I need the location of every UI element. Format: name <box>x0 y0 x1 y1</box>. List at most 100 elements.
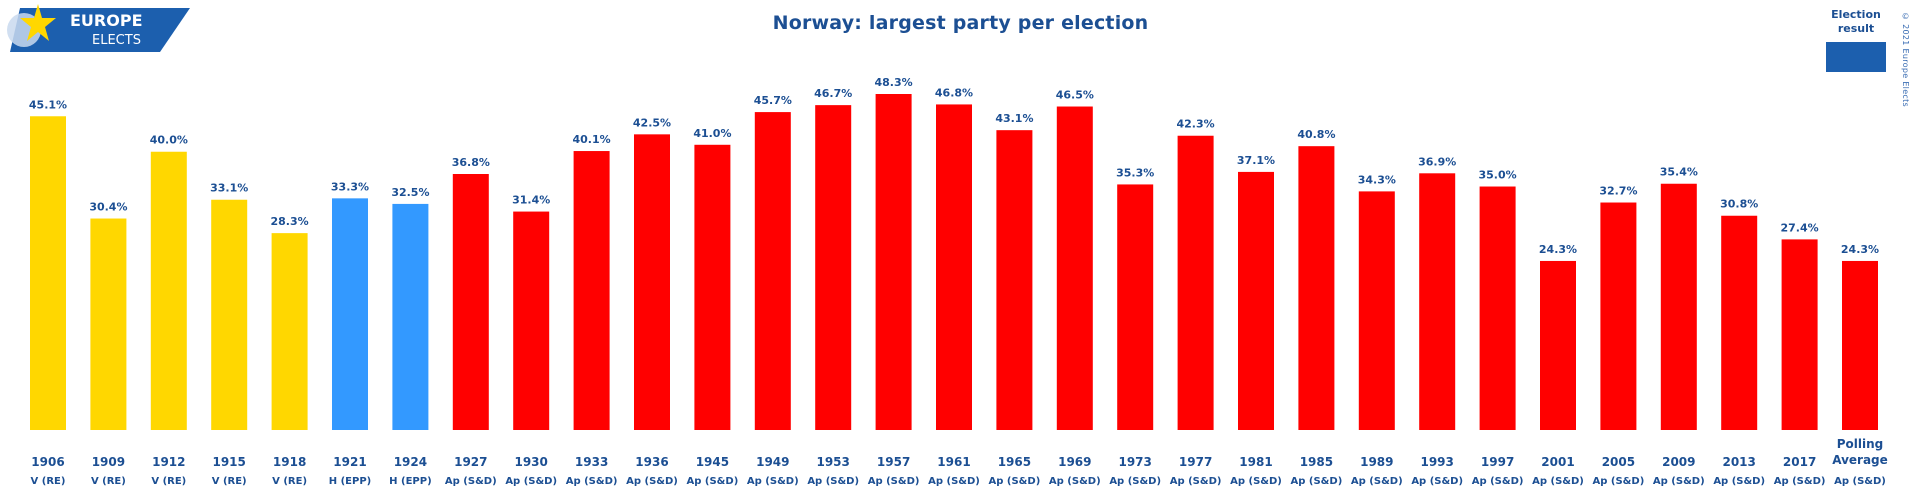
x-tick-label: 1949 <box>756 455 789 469</box>
legend-label: Election result <box>1831 8 1881 35</box>
x-tick-label: 1973 <box>1118 455 1151 469</box>
logo-text-europe: EUROPE <box>70 11 143 30</box>
x-tick-label: 1912 <box>152 455 185 469</box>
legend-swatch <box>1826 42 1886 72</box>
x-party-label: Ap (S&D) <box>445 476 497 487</box>
x-party-label: Ap (S&D) <box>1230 476 1282 487</box>
x-party-label: Ap (S&D) <box>1532 476 1584 487</box>
data-label: 48.3% <box>875 76 913 89</box>
x-tick-label: 1993 <box>1420 455 1453 469</box>
x-party-label: Ap (S&D) <box>1774 476 1826 487</box>
bar-1981 <box>1238 171 1274 431</box>
data-label: 32.5% <box>391 186 429 199</box>
data-label: 46.8% <box>935 86 973 99</box>
data-label: 35.3% <box>1116 166 1154 179</box>
x-party-label: Ap (S&D) <box>505 476 557 487</box>
data-label: 24.3% <box>1539 243 1577 256</box>
x-tick-label: 1927 <box>454 455 487 469</box>
europe-elects-logo: EUROPE ELECTS <box>7 4 190 52</box>
data-label: 46.7% <box>814 87 852 100</box>
bar-1969 <box>1056 106 1093 431</box>
logo-text-elects: ELECTS <box>92 33 141 48</box>
x-party-label: Ap (S&D) <box>1411 476 1463 487</box>
bar-polling-average <box>1842 260 1878 430</box>
data-label: 27.4% <box>1781 221 1819 234</box>
data-label: 33.1% <box>210 182 248 195</box>
x-tick-label: 1906 <box>31 455 64 469</box>
data-label: 37.1% <box>1237 154 1275 167</box>
data-label: 33.3% <box>331 180 369 193</box>
data-label: 32.7% <box>1599 185 1637 198</box>
x-tick-label: 2017 <box>1783 455 1816 469</box>
bar-1915 <box>211 199 248 430</box>
data-label: 30.8% <box>1720 198 1758 211</box>
x-party-label: Ap (S&D) <box>1472 476 1524 487</box>
x-party-label: Ap (S&D) <box>1351 476 1403 487</box>
x-party-label: Ap (S&D) <box>1593 476 1645 487</box>
data-label: 40.8% <box>1297 128 1335 141</box>
x-party-label: Ap (S&D) <box>687 476 739 487</box>
x-party-label: Ap (S&D) <box>566 476 618 487</box>
copyright-notice: © 2021 Europe Elects <box>1901 12 1910 108</box>
bar-1977 <box>1177 135 1214 430</box>
x-party-label: Ap (S&D) <box>1713 476 1765 487</box>
x-tick-label: 2005 <box>1602 455 1635 469</box>
x-party-label: Ap (S&D) <box>807 476 859 487</box>
x-tick-label: 1957 <box>877 455 910 469</box>
x-tick-label: 1945 <box>696 455 729 469</box>
x-tick-label: 1930 <box>514 455 547 469</box>
bar-2013 <box>1721 215 1758 430</box>
bar-1921 <box>332 198 368 430</box>
x-tick-label: 1965 <box>998 455 1031 469</box>
x-tick-label: 1924 <box>394 455 427 469</box>
data-label: 40.1% <box>573 133 611 146</box>
data-label: 28.3% <box>271 215 309 228</box>
x-party-label: Ap (S&D) <box>868 476 920 487</box>
x-tick-label: 1961 <box>937 455 970 469</box>
bar-1933 <box>573 151 610 431</box>
x-tick-label: 1915 <box>212 455 245 469</box>
x-party-label: Ap (S&D) <box>1291 476 1343 487</box>
bar-2001 <box>1540 260 1576 430</box>
data-label: 35.4% <box>1660 166 1698 179</box>
data-label: 34.3% <box>1358 173 1396 186</box>
data-label: 46.5% <box>1056 89 1094 102</box>
bar-1949 <box>754 112 791 430</box>
bar-1965 <box>996 130 1033 430</box>
data-label: 43.1% <box>995 112 1033 125</box>
x-tick-label: 1953 <box>816 455 849 469</box>
chart-title: Norway: largest party per election <box>772 12 1149 34</box>
x-party-label: Ap (S&D) <box>1834 476 1886 487</box>
data-label: 40.0% <box>150 134 188 147</box>
bar-1924 <box>392 203 429 430</box>
x-tick-label: 1981 <box>1239 455 1272 469</box>
x-tick-label: 2001 <box>1541 455 1574 469</box>
bar-1930 <box>513 211 550 430</box>
x-tick-label: 1969 <box>1058 455 1091 469</box>
data-label: 36.9% <box>1418 155 1456 168</box>
x-tick-label: 1921 <box>333 455 366 469</box>
bar-1906 <box>30 116 66 431</box>
x-party-label: Ap (S&D) <box>1109 476 1161 487</box>
x-party-label: H (EPP) <box>329 476 371 487</box>
bar-1989 <box>1358 191 1395 430</box>
bar-1912 <box>150 151 187 430</box>
x-tick-label: 1918 <box>273 455 306 469</box>
x-party-label: Ap (S&D) <box>626 476 678 487</box>
x-party-label: Ap (S&D) <box>1653 476 1705 487</box>
bar-1961 <box>936 104 972 430</box>
x-tick-label: Average <box>1832 453 1888 467</box>
data-label: 36.8% <box>452 156 490 169</box>
x-party-label: Ap (S&D) <box>928 476 980 487</box>
x-party-label: H (EPP) <box>389 476 431 487</box>
x-tick-label: 2009 <box>1662 455 1695 469</box>
bar-2017 <box>1781 239 1818 430</box>
x-tick-label: 1977 <box>1179 455 1212 469</box>
data-label: 35.0% <box>1479 169 1517 182</box>
x-party-label: V (RE) <box>31 476 66 487</box>
bar-1973 <box>1117 184 1154 430</box>
x-party-label: V (RE) <box>91 476 126 487</box>
bar-1985 <box>1298 146 1335 430</box>
bar-2005 <box>1600 202 1637 430</box>
